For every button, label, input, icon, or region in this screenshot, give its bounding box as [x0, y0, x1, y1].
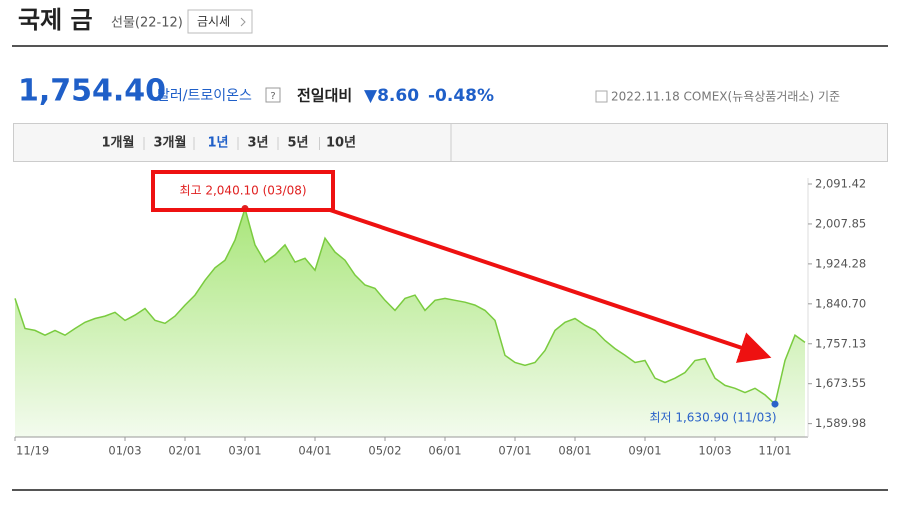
period-tab[interactable]: 3년 — [247, 136, 268, 151]
x-tick-label: 05/02 — [368, 444, 401, 458]
y-tick-label: 2,091.42 — [815, 177, 866, 191]
high-label: 최고 2,040.10 (03/08) — [179, 184, 306, 198]
y-tick-label: 1,673.55 — [815, 376, 866, 390]
price-button[interactable] — [187, 9, 253, 34]
y-tick-label: 1,840.70 — [815, 296, 866, 310]
tabs: 1개월 3개월 1년 3년 5년 10년 — [102, 135, 357, 151]
y-tick-label: 1,757.13 — [815, 336, 866, 350]
plot: 2,091.42 2,007.85 1,924.28 1,840.70 1,757.13… — [14, 177, 866, 458]
x-tick-label: 09/01 — [628, 444, 661, 458]
price-line — [14, 205, 806, 406]
x-tick-label: 08/01 — [558, 444, 591, 458]
x-tick-label: 03/01 — [228, 444, 261, 458]
page-subtitle: 선물(22-12) — [111, 16, 183, 31]
date-note: 2022.11.18 COMEX(뉴욕상품거래소) 기준 — [611, 90, 840, 104]
period-tab[interactable]: 5년 — [287, 136, 308, 151]
period-tab[interactable]: 1개월 — [102, 135, 135, 151]
page-title: 국제 금 — [18, 6, 93, 34]
period-tab[interactable]: 3개월 — [154, 135, 187, 151]
x-tick-label: 11/01 — [758, 444, 791, 458]
price-button-label[interactable]: 금시세 — [197, 15, 230, 29]
change-value: ▼8.60 — [364, 86, 419, 106]
x-tick-label: 06/01 — [428, 444, 461, 458]
low-label: 최저 1,630.90 (11/03) — [649, 411, 776, 425]
period-tab[interactable]: 1년 — [207, 136, 228, 151]
price-unit: 달러/트로이온스 — [157, 88, 252, 104]
highlight-box — [151, 170, 335, 212]
help-icon[interactable] — [265, 87, 281, 103]
x-tick-label: 11/19 — [16, 444, 49, 458]
x-tick-label: 10/03 — [698, 444, 731, 458]
y-tick-label: 2,007.85 — [815, 216, 866, 230]
x-tick-label: 01/03 — [108, 444, 141, 458]
y-tick-label: 1,589.98 — [815, 416, 866, 430]
help-icon-label[interactable]: ? — [270, 91, 275, 102]
x-tick-label: 07/01 — [498, 444, 531, 458]
price: 1,754.40 — [18, 74, 166, 109]
calendar-icon — [595, 90, 608, 103]
x-tick-label: 04/01 — [298, 444, 331, 458]
x-tick-label: 02/01 — [168, 444, 201, 458]
change-percent: -0.48% — [428, 86, 494, 106]
period-tab[interactable]: 10년 — [326, 136, 356, 151]
button-arrow — [240, 17, 246, 27]
area-fill — [15, 208, 805, 437]
y-tick-label: 1,924.28 — [815, 256, 866, 270]
change-label: 전일대비 — [297, 87, 352, 105]
trend-arrow — [329, 208, 772, 363]
low-point — [771, 400, 779, 408]
